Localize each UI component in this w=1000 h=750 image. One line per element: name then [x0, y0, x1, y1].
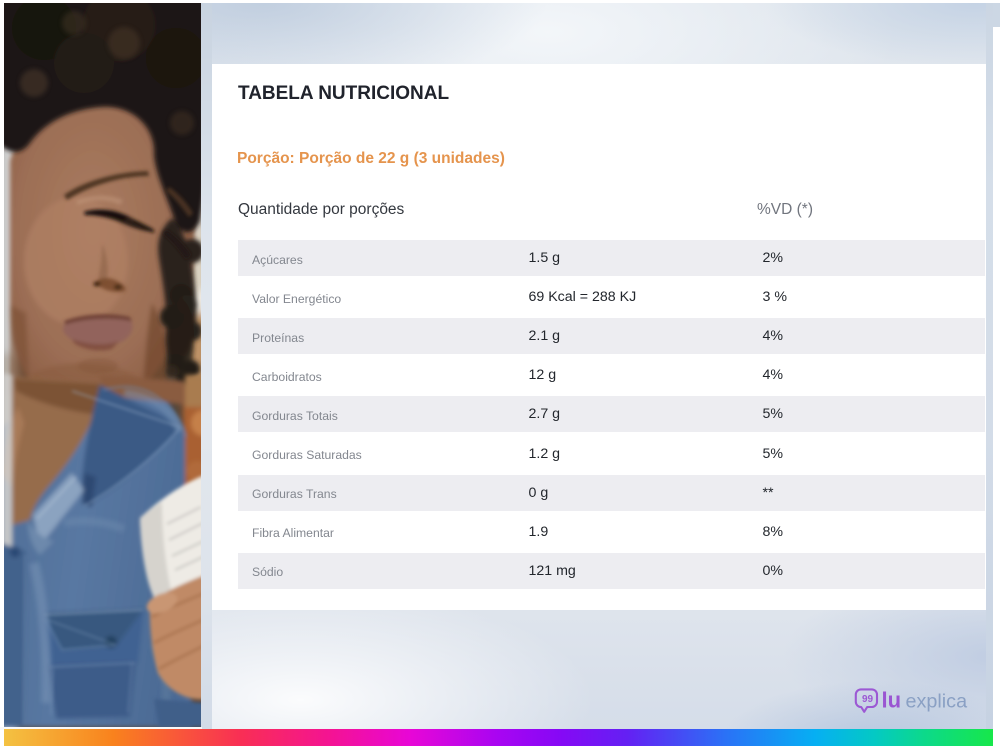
svg-text:99: 99	[862, 694, 874, 705]
svg-text:lu: lu	[882, 688, 902, 713]
svg-text:explica: explica	[906, 691, 968, 713]
